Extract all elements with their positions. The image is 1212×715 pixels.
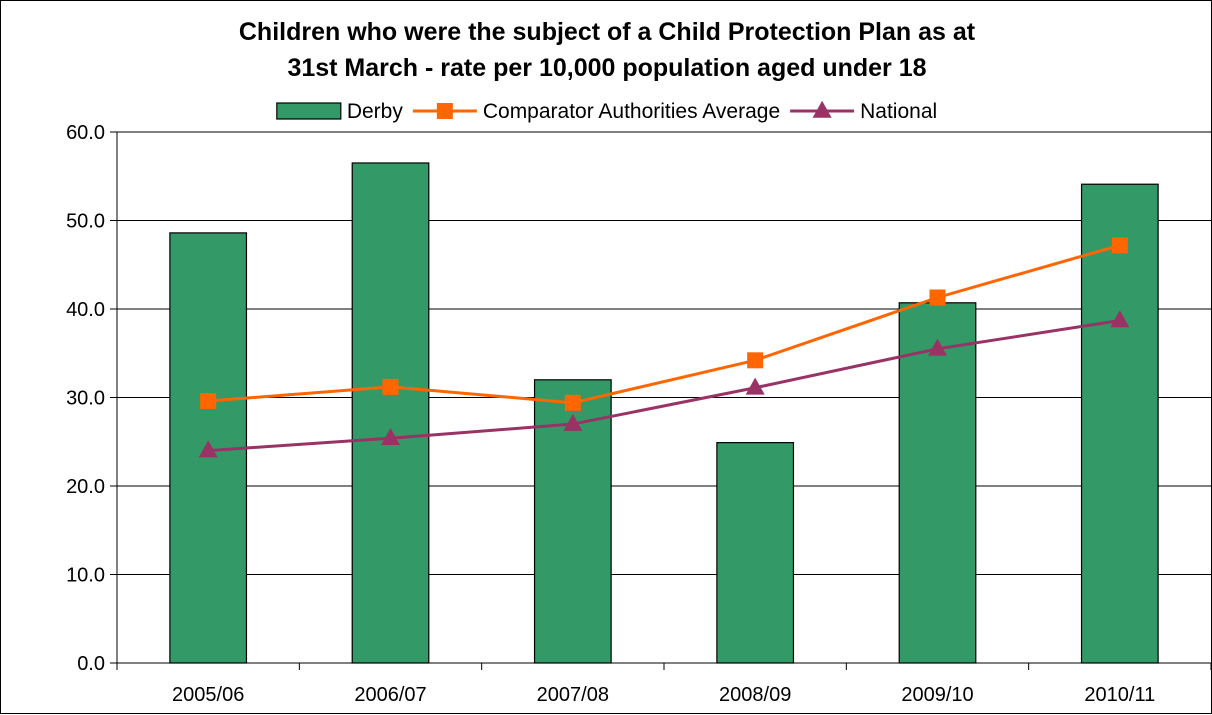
legend-key-derby	[276, 102, 342, 120]
y-tick-label: 10.0	[66, 565, 105, 587]
x-tick-label: 2010/11	[1084, 684, 1155, 706]
y-tick-label: 30.0	[66, 388, 105, 410]
y-tick-label: 0.0	[77, 653, 105, 675]
y-tick-label: 40.0	[66, 299, 105, 321]
marker-national	[381, 428, 400, 446]
legend-label-comparator-authorities-average: Comparator Authorities Average	[483, 100, 780, 123]
legend-label-national: National	[860, 100, 937, 123]
bar-derby	[716, 442, 795, 664]
legend-marker-national	[812, 100, 832, 118]
x-tick-label: 2005/06	[172, 684, 244, 706]
marker-comparator-authorities-average	[200, 393, 217, 410]
x-tick-label: 2006/07	[354, 684, 426, 706]
marker-national	[745, 377, 765, 395]
marker-comparator-authorities-average	[1111, 237, 1128, 254]
chart-title: Children who were the subject of a Child…	[1, 14, 1212, 86]
marker-comparator-authorities-average	[747, 352, 764, 369]
x-tick-label: 2008/09	[719, 684, 791, 706]
marker-comparator-authorities-average	[929, 289, 946, 306]
bar-derby	[351, 162, 430, 664]
bar-derby	[898, 302, 977, 664]
y-tick-label: 50.0	[66, 211, 105, 233]
bar-derby	[1080, 183, 1159, 664]
marker-national	[563, 413, 583, 431]
legend-marker-comparator-authorities-average	[436, 103, 453, 119]
chart-title-line-1: Children who were the subject of a Child…	[238, 18, 976, 46]
marker-comparator-authorities-average	[564, 394, 581, 411]
chart-title-line-2: 31st March - rate per 10,000 population …	[287, 54, 927, 82]
legend-label-derby: Derby	[347, 100, 404, 123]
marker-national	[1110, 310, 1130, 328]
y-tick-label: 60.0	[66, 122, 105, 144]
marker-national	[928, 338, 947, 356]
series-line-comparator-authorities-average	[208, 243, 1121, 405]
y-tick-label: 20.0	[66, 476, 105, 498]
x-tick-label: 2007/08	[537, 684, 609, 706]
marker-comparator-authorities-average	[382, 378, 399, 395]
series-line-national	[208, 319, 1121, 453]
marker-national	[198, 440, 218, 458]
x-tick-label: 2009/10	[901, 684, 973, 706]
